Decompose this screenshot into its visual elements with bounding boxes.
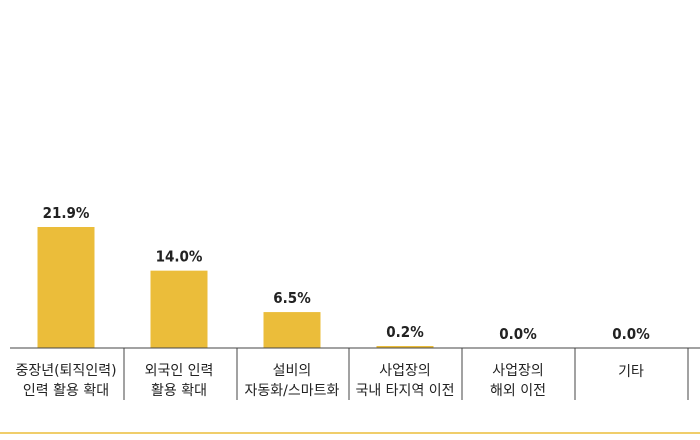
category-label-3-line-2: 자동화/스마트화 [245, 383, 340, 399]
value-labels-group: 21.9% 14.0% 6.5% 0.2% 0.0% 0.0% [43, 204, 651, 343]
value-label-3: 6.5% [273, 289, 311, 307]
value-label-5: 0.0% [499, 325, 537, 343]
category-label-3-line-1: 설비의 [273, 363, 312, 379]
category-label-6-line-1: 기타 [618, 364, 644, 380]
value-label-1: 21.9% [43, 204, 90, 222]
category-label-1-line-2: 인력 활용 확대 [23, 383, 109, 399]
value-label-4: 0.2% [386, 323, 424, 341]
category-label-2-line-1: 외국인 인력 [145, 363, 214, 379]
bar-2 [150, 270, 208, 348]
category-label-5-line-1: 사업장의 [492, 363, 544, 379]
category-label-4-line-2: 국내 타지역 이전 [355, 383, 454, 399]
bar-1 [37, 227, 95, 348]
category-label-4-line-1: 사업장의 [379, 363, 431, 379]
category-label-1-line-1: 중장년(퇴직인력) [15, 363, 116, 379]
category-label-5-line-2: 해외 이전 [490, 383, 546, 399]
bar-4 [376, 346, 434, 348]
category-label-2-line-2: 활용 확대 [151, 383, 207, 399]
bars-group [37, 227, 434, 348]
bar-3 [263, 312, 321, 348]
value-label-2: 14.0% [156, 248, 203, 266]
category-dividers-group [123, 348, 689, 400]
value-label-6: 0.0% [612, 325, 650, 343]
